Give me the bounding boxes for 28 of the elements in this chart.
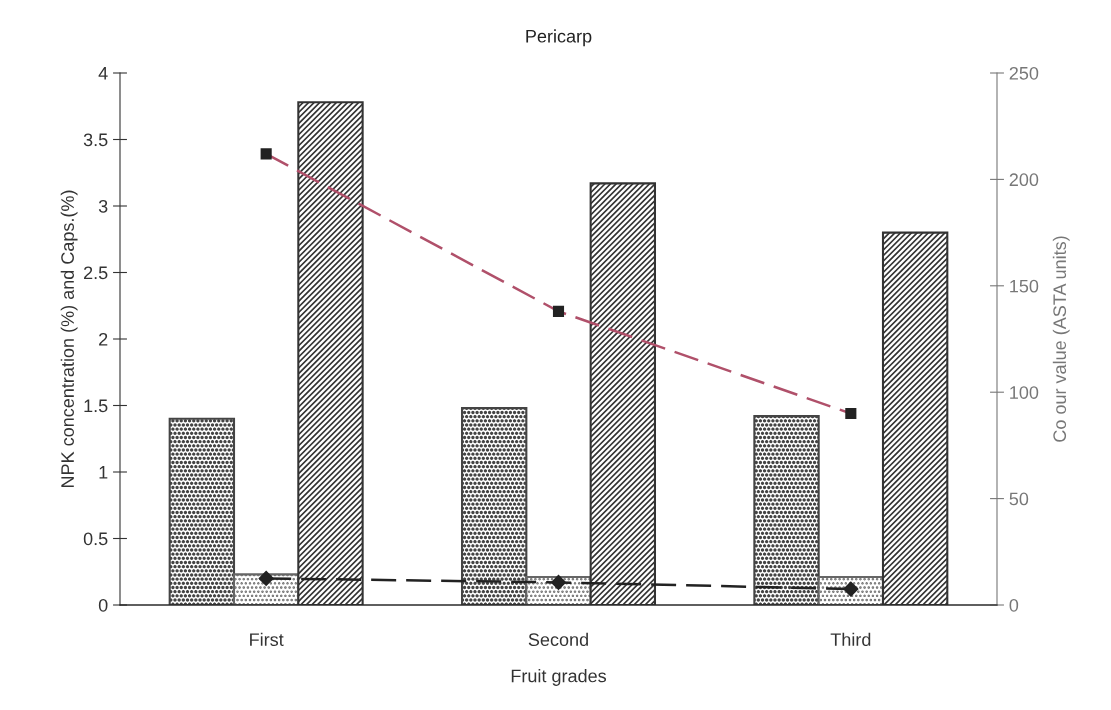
bar xyxy=(168,417,236,605)
x-tick-label: Second xyxy=(528,632,588,647)
y2-tick-label: 250 xyxy=(1009,66,1039,80)
bar xyxy=(297,101,364,605)
y-tick-label: 1 xyxy=(99,466,108,479)
x-axis-title: Fruit grades xyxy=(511,669,607,686)
y-axis-title: NPK concentration (%) and Caps.(%) xyxy=(60,190,78,488)
y-tick-label: 1.5 xyxy=(84,399,108,413)
x-tick-label: First xyxy=(250,632,284,647)
y-tick-label: 4 xyxy=(98,67,108,80)
bar xyxy=(881,231,949,605)
chart-title: Pericarp xyxy=(526,29,592,47)
y2-tick-label: 200 xyxy=(1009,173,1039,187)
y2-axis-title: Co our value (ASTA units) xyxy=(1052,236,1070,442)
y2-tick-label: 50 xyxy=(1009,492,1029,506)
y-tick-label: 0 xyxy=(98,598,108,612)
y-tick-label: 2 xyxy=(99,332,108,346)
y-tick-label: 3.5 xyxy=(83,133,108,147)
x-tick-label: Third xyxy=(830,632,871,647)
bar xyxy=(460,407,528,605)
bar xyxy=(589,182,657,605)
y2-tick-label: 0 xyxy=(1009,598,1019,612)
bar xyxy=(753,415,820,605)
y-tick-label: 2.5 xyxy=(84,266,108,280)
y2-tick-label: 100 xyxy=(1010,386,1039,399)
y-tick-label: 3 xyxy=(98,199,108,213)
y2-tick-label: 150 xyxy=(1010,279,1039,293)
y-tick-label: 0.5 xyxy=(83,532,108,546)
